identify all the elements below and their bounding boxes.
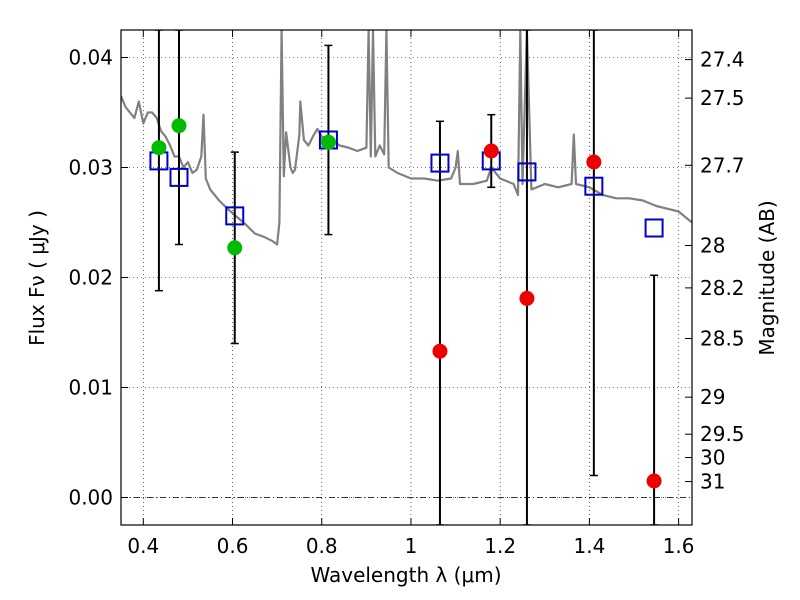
x-tick-label: 1 — [405, 534, 418, 558]
mag-tick-label: 28 — [700, 234, 725, 258]
y-axis-label: Flux Fν ( μJy ) — [25, 210, 49, 346]
axis-ticks: 0.4 0.6 0.8 1 1.2 1.4 1.6 0.00 0.01 0.02 0.03 0.04 2… — [68, 30, 745, 558]
data-point-marker — [586, 154, 602, 170]
plot-background — [121, 30, 692, 525]
y-tick-label: 0.00 — [68, 486, 113, 510]
data-point-marker — [227, 240, 243, 256]
model-square-marker — [169, 167, 189, 187]
mag-tick-label: 27.4 — [700, 48, 745, 72]
mag-tick-label: 27.5 — [700, 86, 745, 110]
y-tick-label: 0.04 — [68, 46, 113, 70]
model-square-marker — [430, 153, 450, 173]
x-tick-label: 1.2 — [484, 534, 516, 558]
x-tick-label: 1.6 — [663, 534, 695, 558]
mag-tick-label: 29 — [700, 385, 725, 409]
data-point-marker — [151, 140, 167, 156]
mag-tick-label: 27.7 — [700, 153, 745, 177]
y-tick-label: 0.01 — [68, 376, 113, 400]
x-tick-label: 0.6 — [217, 534, 249, 558]
mag-tick-label: 29.5 — [700, 422, 745, 446]
data-point-marker — [432, 343, 448, 359]
model-square-marker — [225, 206, 245, 226]
data-point-marker — [171, 118, 187, 134]
data-point-marker — [646, 473, 662, 489]
x-axis-label: Wavelength λ (μm) — [310, 563, 501, 587]
x-tick-label: 0.4 — [127, 534, 159, 558]
mag-tick-label: 31 — [700, 470, 725, 494]
data-point-marker — [519, 290, 535, 306]
mag-tick-label: 30 — [700, 446, 725, 470]
x-tick-label: 0.8 — [306, 534, 338, 558]
y-tick-label: 0.02 — [68, 266, 113, 290]
data-point-marker — [483, 143, 499, 159]
model-square-marker — [644, 218, 664, 238]
model-square-marker — [584, 176, 604, 196]
mag-tick-label: 28.5 — [700, 327, 745, 351]
data-point-marker — [320, 134, 336, 150]
grid-lines — [121, 30, 692, 525]
plot-area — [121, 30, 692, 525]
model-square-marker — [517, 162, 537, 182]
y2-axis-label: Magnitude (AB) — [755, 200, 779, 355]
mag-tick-label: 28.2 — [700, 276, 745, 300]
x-tick-label: 1.4 — [573, 534, 605, 558]
y-tick-label: 0.03 — [68, 156, 113, 180]
